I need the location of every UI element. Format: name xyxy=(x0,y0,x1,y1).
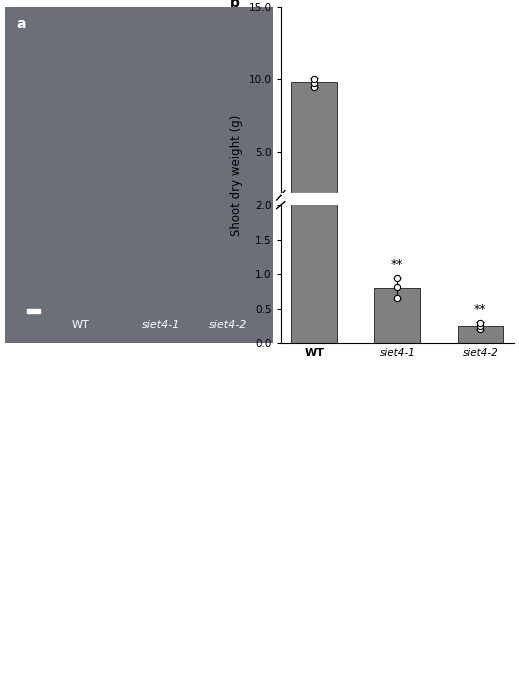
Text: siet4-2: siet4-2 xyxy=(192,669,230,680)
Bar xyxy=(458,220,503,224)
Text: a: a xyxy=(16,17,25,31)
Text: +Si: +Si xyxy=(477,370,501,383)
Text: -Si: -Si xyxy=(225,370,243,383)
Text: **: ** xyxy=(474,302,487,316)
Text: WT: WT xyxy=(299,669,317,680)
Text: **: ** xyxy=(391,258,404,272)
Bar xyxy=(374,288,420,343)
Text: WT: WT xyxy=(42,669,59,680)
Bar xyxy=(374,213,420,224)
Bar xyxy=(26,309,40,313)
Text: siet4-1: siet4-1 xyxy=(374,650,413,659)
Bar xyxy=(291,0,337,343)
Text: d: d xyxy=(274,367,283,381)
Text: c: c xyxy=(15,367,23,381)
Text: siet4-1: siet4-1 xyxy=(116,669,155,680)
Text: WT: WT xyxy=(72,320,89,330)
Text: siet4-2: siet4-2 xyxy=(209,320,247,330)
Bar xyxy=(281,659,293,663)
Bar xyxy=(23,659,35,663)
Text: siet4-2: siet4-2 xyxy=(449,669,488,680)
Bar xyxy=(458,326,503,343)
Text: siet4-1: siet4-1 xyxy=(142,320,180,330)
Bar xyxy=(291,83,337,224)
Text: Shoot dry weight (g): Shoot dry weight (g) xyxy=(230,114,243,236)
Text: b: b xyxy=(229,0,239,10)
